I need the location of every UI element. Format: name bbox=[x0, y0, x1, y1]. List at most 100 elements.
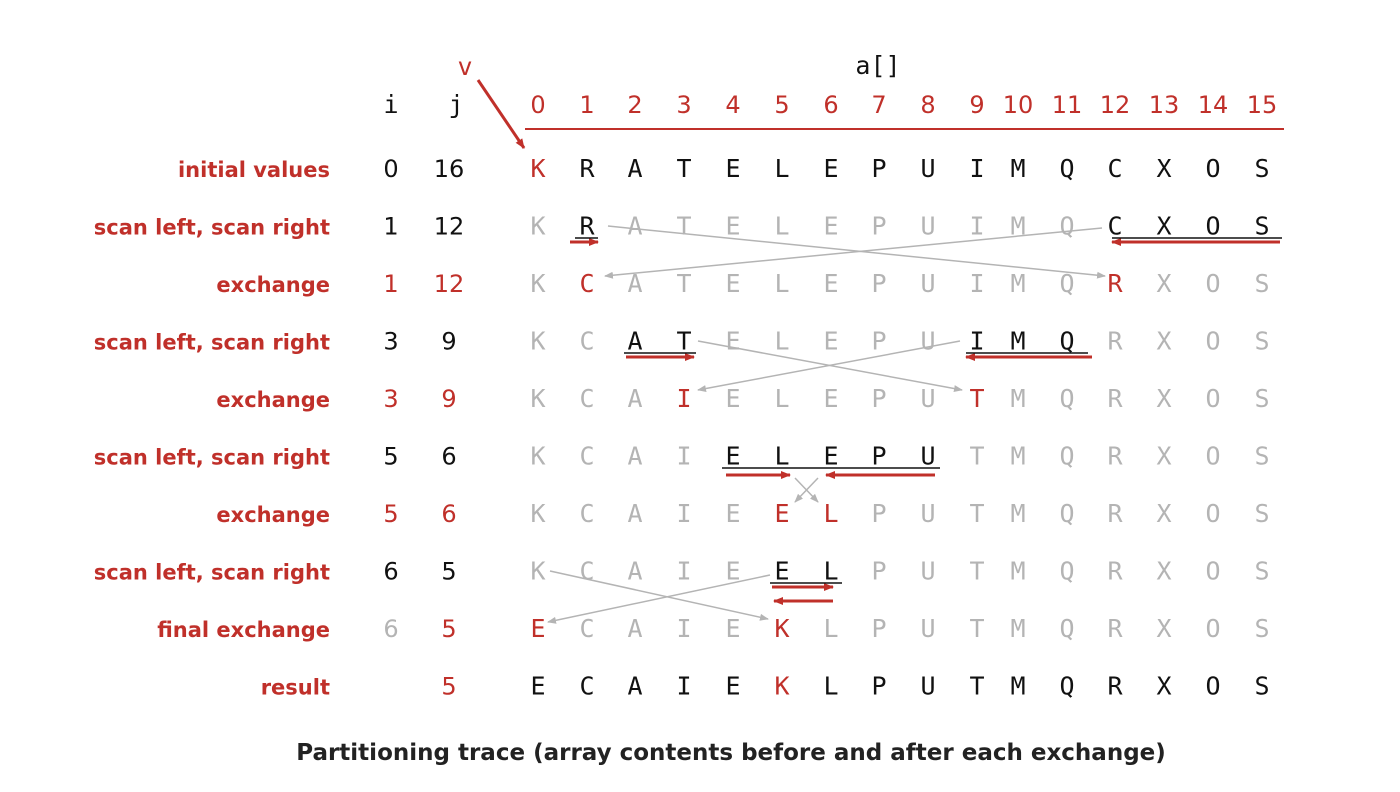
index-label: 4 bbox=[725, 91, 740, 119]
array-cell: I bbox=[676, 672, 691, 701]
array-cell: C bbox=[579, 672, 594, 701]
array-cell: R bbox=[1107, 327, 1123, 356]
array-cell: T bbox=[676, 212, 691, 241]
array-cell: K bbox=[530, 384, 545, 413]
array-cell: U bbox=[920, 557, 935, 586]
array-cell: K bbox=[774, 614, 789, 643]
i-value: 3 bbox=[383, 328, 398, 356]
array-cell: P bbox=[871, 212, 886, 241]
array-cell: K bbox=[774, 672, 789, 701]
array-cell: X bbox=[1156, 269, 1171, 298]
array-cell: O bbox=[1205, 672, 1220, 701]
index-label: 1 bbox=[579, 91, 594, 119]
index-label: 0 bbox=[530, 91, 545, 119]
row-label: final exchange bbox=[157, 618, 330, 642]
array-cell: Q bbox=[1059, 442, 1074, 471]
array-cell: U bbox=[920, 442, 935, 471]
array-cell: L bbox=[774, 212, 789, 241]
array-cell: C bbox=[579, 327, 594, 356]
array-cell: T bbox=[676, 269, 691, 298]
j-value: 12 bbox=[434, 213, 465, 241]
exchange-line bbox=[547, 574, 771, 624]
array-cell: Q bbox=[1059, 499, 1074, 528]
row-label: exchange bbox=[216, 388, 330, 412]
array-cell: A bbox=[627, 269, 642, 298]
array-cell: O bbox=[1205, 557, 1220, 586]
array-cell: T bbox=[676, 154, 691, 183]
array-cell: C bbox=[579, 384, 594, 413]
array-cell: E bbox=[823, 384, 838, 413]
array-cell: P bbox=[871, 499, 886, 528]
array-cell: E bbox=[823, 269, 838, 298]
array-cell: Q bbox=[1059, 212, 1074, 241]
array-cell: S bbox=[1254, 499, 1269, 528]
array-cell: X bbox=[1156, 154, 1171, 183]
scan-underlines bbox=[575, 237, 1282, 584]
array-cell: O bbox=[1205, 384, 1220, 413]
array-cell: T bbox=[969, 442, 984, 471]
array-cell: T bbox=[969, 557, 984, 586]
figure-caption: Partitioning trace (array contents befor… bbox=[296, 740, 1166, 766]
array-cell: R bbox=[1107, 442, 1123, 471]
array-cell: U bbox=[920, 154, 935, 183]
j-value: 9 bbox=[441, 385, 456, 413]
array-cell: E bbox=[823, 212, 838, 241]
array-cell: X bbox=[1156, 212, 1171, 241]
array-cell: C bbox=[579, 499, 594, 528]
array-cell: X bbox=[1156, 672, 1171, 701]
array-cell: A bbox=[627, 614, 642, 643]
index-row: 0 1 2 3 4 5 6 7 8 9 10 11 12 13 14 15 bbox=[530, 91, 1277, 119]
array-cell: O bbox=[1205, 614, 1220, 643]
array-cell: S bbox=[1254, 442, 1269, 471]
array-cell: C bbox=[579, 557, 594, 586]
array-cell: E bbox=[725, 614, 740, 643]
i-value: 1 bbox=[383, 270, 398, 298]
array-cell: K bbox=[530, 499, 545, 528]
array-cell: Q bbox=[1059, 154, 1074, 183]
array-cell: I bbox=[969, 212, 984, 241]
array-cell: Q bbox=[1059, 327, 1074, 356]
v-label: v bbox=[457, 52, 472, 81]
array-cell: Q bbox=[1059, 269, 1074, 298]
array-cell: Q bbox=[1059, 672, 1074, 701]
array-cell: T bbox=[969, 672, 984, 701]
j-value: 5 bbox=[441, 615, 456, 643]
array-cell: S bbox=[1254, 269, 1269, 298]
j-column-header: j bbox=[448, 90, 463, 119]
index-label: 11 bbox=[1052, 91, 1083, 119]
array-cell: I bbox=[676, 614, 691, 643]
array-cell: R bbox=[579, 212, 595, 241]
array-cell: X bbox=[1156, 614, 1171, 643]
array-cell: E bbox=[725, 154, 740, 183]
i-value: 5 bbox=[383, 443, 398, 471]
array-cell: M bbox=[1010, 442, 1025, 471]
array-cell: E bbox=[725, 269, 740, 298]
exchange-line bbox=[604, 227, 1103, 279]
array-cell: R bbox=[1107, 557, 1123, 586]
array-cell: K bbox=[530, 212, 545, 241]
array-cell: E bbox=[823, 442, 838, 471]
j-value: 6 bbox=[441, 500, 456, 528]
array-cell: A bbox=[627, 499, 642, 528]
array-cell: R bbox=[579, 154, 595, 183]
array-cell: K bbox=[530, 327, 545, 356]
index-label: 13 bbox=[1149, 91, 1180, 119]
array-cell: S bbox=[1254, 327, 1269, 356]
array-cell: X bbox=[1156, 384, 1171, 413]
array-cell: R bbox=[1107, 614, 1123, 643]
j-value: 12 bbox=[434, 270, 465, 298]
row-label: exchange bbox=[216, 503, 330, 527]
array-cell: U bbox=[920, 672, 935, 701]
array-cell: E bbox=[725, 499, 740, 528]
array-cell: E bbox=[725, 557, 740, 586]
array-cell: O bbox=[1205, 212, 1220, 241]
array-cell: E bbox=[725, 327, 740, 356]
array-cell: Q bbox=[1059, 557, 1074, 586]
array-cell: U bbox=[920, 327, 935, 356]
j-value: 6 bbox=[441, 443, 456, 471]
index-label: 8 bbox=[920, 91, 935, 119]
array-cell: E bbox=[823, 154, 838, 183]
i-value: 3 bbox=[383, 385, 398, 413]
array-cell: K bbox=[530, 557, 545, 586]
